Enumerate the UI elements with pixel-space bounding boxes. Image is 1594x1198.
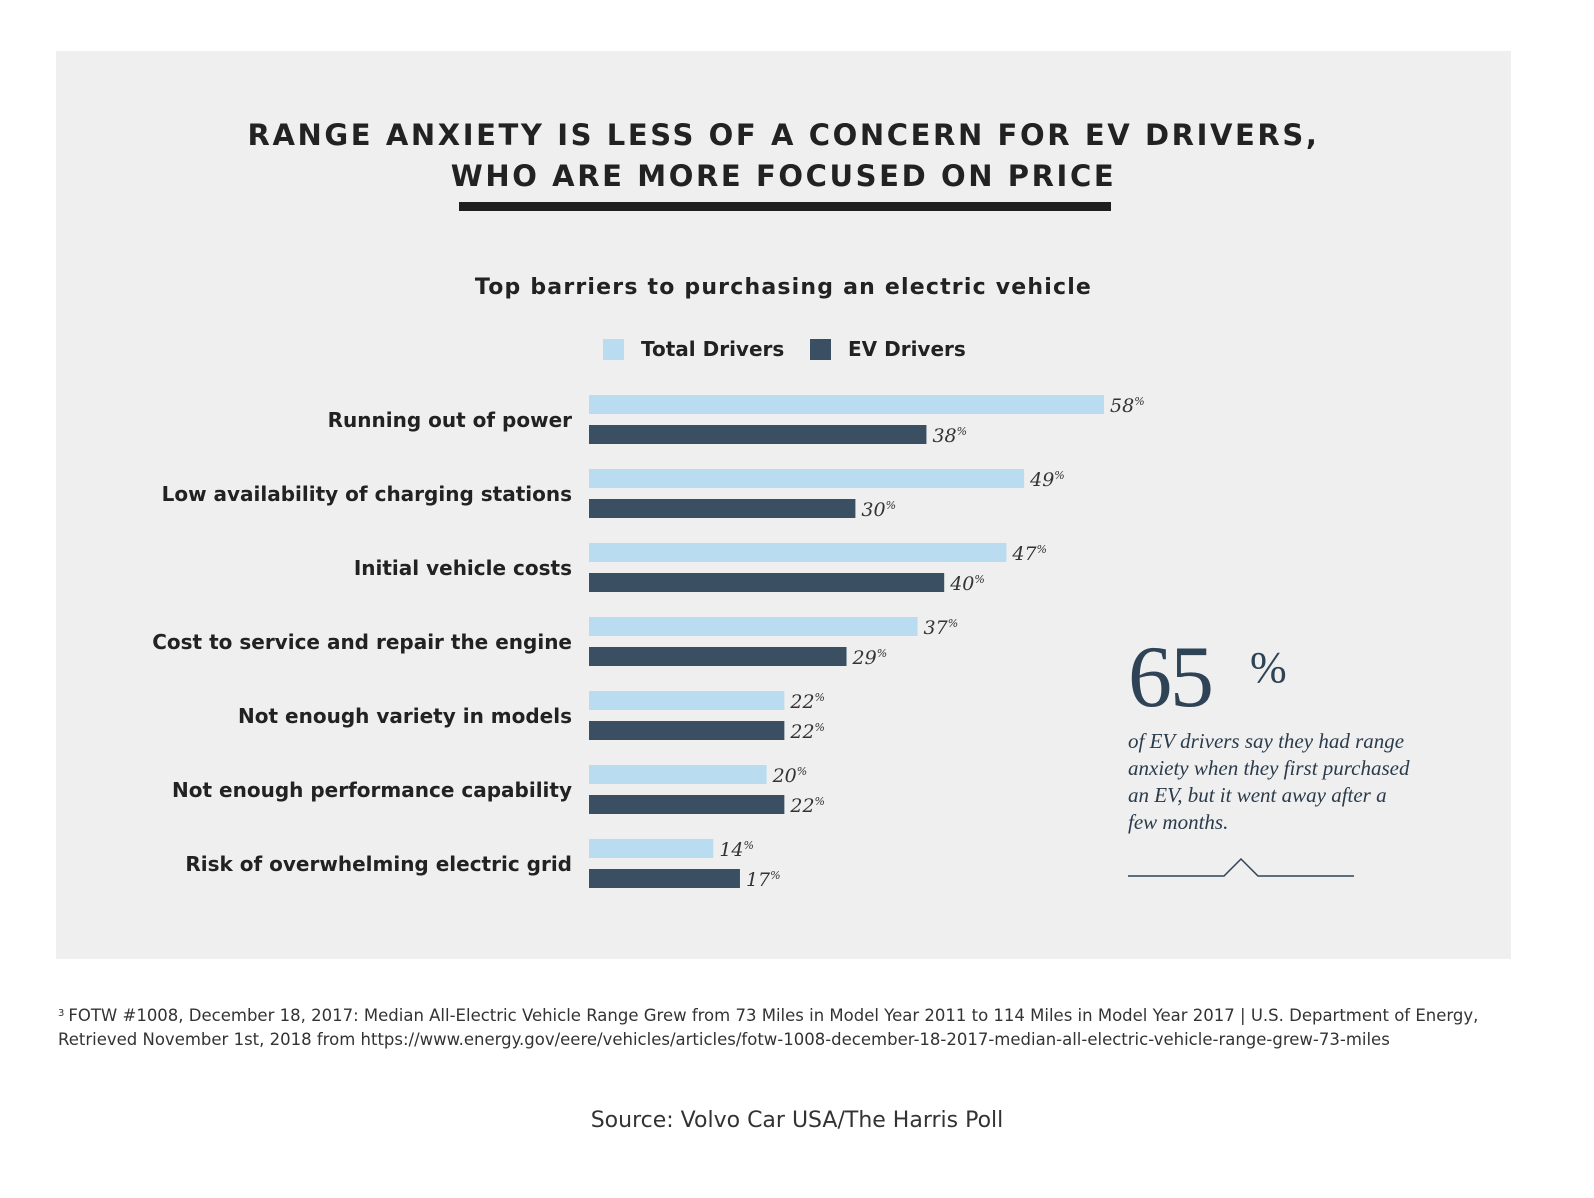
value-label-ev-drivers-low-availability-of-charging-stations: 30% xyxy=(861,499,896,521)
category-label-low-availability-of-charging-stations: Low availability of charging stations xyxy=(162,482,572,506)
legend-swatch-ev-drivers xyxy=(810,339,831,360)
value-label-total-drivers-cost-to-service-and-repair-the-engine: 37% xyxy=(924,617,959,639)
bar-ev-drivers-initial-vehicle-costs xyxy=(589,573,945,592)
value-label-ev-drivers-not-enough-variety-in-models: 22% xyxy=(789,721,825,743)
bar-ev-drivers-running-out-of-power xyxy=(589,425,927,444)
legend-label-ev-drivers: EV Drivers xyxy=(848,337,966,361)
category-label-risk-of-overwhelming-electric-grid: Risk of overwhelming electric grid xyxy=(185,852,572,876)
bar-chart: Running out of power 58% 38% Low availabili… xyxy=(152,395,1145,891)
bar-ev-drivers-not-enough-performance-capability xyxy=(589,795,785,814)
category-label-initial-vehicle-costs: Initial vehicle costs xyxy=(354,556,572,580)
callout-65-percent: 65 % of EV drivers say they had range an… xyxy=(1128,629,1448,877)
bar-total-drivers-running-out-of-power xyxy=(589,395,1105,414)
category-label-cost-to-service-and-repair-the-engine: Cost to service and repair the engine xyxy=(152,630,572,654)
legend-swatch-total-drivers xyxy=(603,339,624,360)
callout-text: of EV drivers say they had range anxiety… xyxy=(1128,729,1410,834)
value-label-ev-drivers-initial-vehicle-costs: 40% xyxy=(949,573,985,595)
headline-line-2: WHO ARE MORE FOCUSED ON PRICE xyxy=(450,159,1117,193)
value-label-total-drivers-initial-vehicle-costs: 47% xyxy=(1011,543,1047,565)
bar-total-drivers-not-enough-variety-in-models xyxy=(589,691,785,710)
bar-total-drivers-low-availability-of-charging-stations xyxy=(589,469,1025,488)
callout-number: 65 xyxy=(1128,629,1214,726)
bar-ev-drivers-not-enough-variety-in-models xyxy=(589,721,785,740)
headline: RANGE ANXIETY IS LESS OF A CONCERN FOR E… xyxy=(56,115,1511,197)
footnote-text: FOTW #1008, December 18, 2017: Median Al… xyxy=(58,1006,1479,1049)
value-label-total-drivers-not-enough-variety-in-models: 22% xyxy=(789,691,825,713)
value-label-ev-drivers-running-out-of-power: 38% xyxy=(932,425,967,447)
source-caption: Source: Volvo Car USA/The Harris Poll xyxy=(590,1108,1004,1133)
bar-total-drivers-risk-of-overwhelming-electric-grid xyxy=(589,839,714,858)
headline-underline xyxy=(459,202,1111,211)
value-label-total-drivers-running-out-of-power: 58% xyxy=(1110,395,1145,417)
legend-label-total-drivers: Total Drivers xyxy=(641,337,785,361)
value-label-total-drivers-not-enough-performance-capability: 20% xyxy=(772,765,808,787)
footnote-marker: 3 xyxy=(58,1008,65,1019)
footnote: 3 FOTW #1008, December 18, 2017: Median A… xyxy=(58,1002,1528,1052)
category-label-not-enough-variety-in-models: Not enough variety in models xyxy=(238,704,572,728)
bar-total-drivers-initial-vehicle-costs xyxy=(589,543,1007,562)
value-label-total-drivers-low-availability-of-charging-stations: 49% xyxy=(1029,469,1065,491)
bar-total-drivers-not-enough-performance-capability xyxy=(589,765,767,784)
chart-title: Top barriers to purchasing an electric v… xyxy=(474,275,1093,300)
callout-decorative-line xyxy=(1128,857,1354,877)
value-label-ev-drivers-cost-to-service-and-repair-the-engine: 29% xyxy=(852,647,888,669)
headline-line-1: RANGE ANXIETY IS LESS OF A CONCERN FOR E… xyxy=(247,118,1320,152)
value-label-total-drivers-risk-of-overwhelming-electric-grid: 14% xyxy=(719,839,754,861)
bar-ev-drivers-risk-of-overwhelming-electric-grid xyxy=(589,869,740,888)
chart-panel: RANGE ANXIETY IS LESS OF A CONCERN FOR E… xyxy=(56,51,1511,959)
category-label-running-out-of-power: Running out of power xyxy=(328,408,572,432)
bar-ev-drivers-cost-to-service-and-repair-the-engine xyxy=(589,647,847,666)
bar-total-drivers-cost-to-service-and-repair-the-engine xyxy=(589,617,918,636)
value-label-ev-drivers-not-enough-performance-capability: 22% xyxy=(789,795,825,817)
callout-percent-sign: % xyxy=(1250,643,1287,692)
value-label-ev-drivers-risk-of-overwhelming-electric-grid: 17% xyxy=(746,869,781,891)
category-label-not-enough-performance-capability: Not enough performance capability xyxy=(172,778,572,802)
bar-ev-drivers-low-availability-of-charging-stations xyxy=(589,499,856,518)
